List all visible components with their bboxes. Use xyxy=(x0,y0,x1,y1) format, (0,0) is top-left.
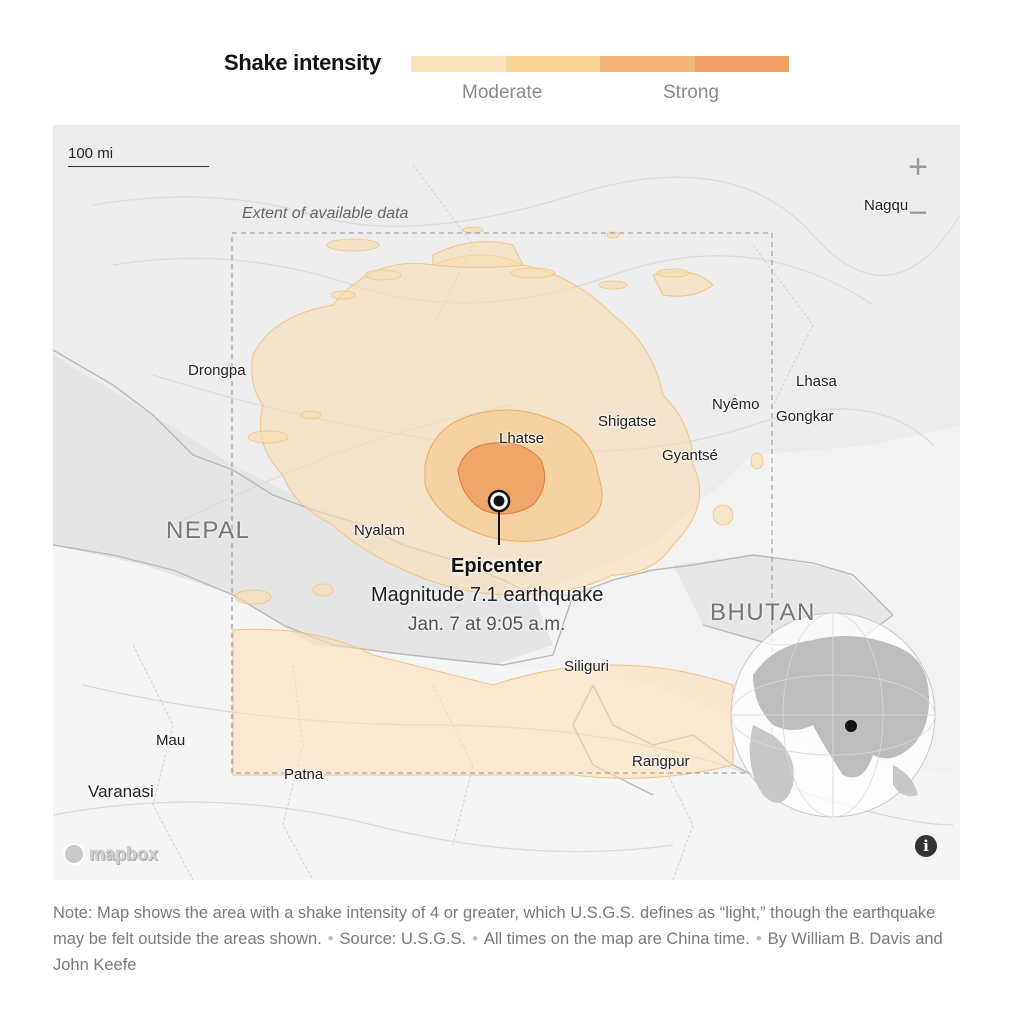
epicenter-magnitude: Magnitude 7.1 earthquake xyxy=(371,584,604,606)
extent-label: Extent of available data xyxy=(242,205,409,222)
place-siliguri: Siliguri xyxy=(564,658,610,675)
nepal-land xyxy=(53,355,553,665)
place-gongkar: Gongkar xyxy=(776,408,834,425)
epicenter-title: Epicenter xyxy=(451,555,543,577)
legend-color-scale xyxy=(411,56,789,72)
country-nepal: NEPAL xyxy=(166,517,251,544)
note-text: Note: Map shows the area with a shake in… xyxy=(53,904,936,948)
place-patna: Patna xyxy=(284,766,324,783)
place-varanasi: Varanasi xyxy=(88,782,154,801)
place-shigatse: Shigatse xyxy=(598,413,657,430)
place-nagqu: Nagqu xyxy=(864,197,909,214)
shake-zone-strong xyxy=(457,442,546,515)
mapbox-logo-icon xyxy=(63,843,85,865)
zoom-controls: + − xyxy=(898,147,938,230)
place-lhatse: Lhatse xyxy=(499,430,545,447)
legend-swatch-3 xyxy=(600,56,695,72)
scale-line xyxy=(68,166,209,167)
zoom-in-button[interactable]: + xyxy=(908,148,928,186)
info-icon[interactable]: i xyxy=(915,835,937,857)
place-gyantse: Gyantsé xyxy=(662,447,718,464)
map-footnote: Note: Map shows the area with a shake in… xyxy=(53,904,943,974)
country-bhutan: BHUTAN xyxy=(710,599,816,626)
zoom-out-button[interactable]: − xyxy=(908,194,928,232)
note-byline: By William B. Davis and John Keefe xyxy=(53,930,943,974)
epicenter-marker xyxy=(487,489,511,545)
scale-bar: 100 mi xyxy=(68,145,209,167)
map-canvas xyxy=(53,125,960,880)
note-times: All times on the map are China time. xyxy=(483,930,750,948)
place-mau: Mau xyxy=(156,732,186,749)
legend-label-strong: Strong xyxy=(663,82,719,103)
shake-intensity-legend: Shake intensity Moderate Strong xyxy=(0,44,1012,114)
place-drongpa: Drongpa xyxy=(188,362,246,379)
data-extent-box xyxy=(231,232,773,774)
shake-zone-scattered xyxy=(234,226,764,605)
epicenter-time: Jan. 7 at 9:05 a.m. xyxy=(408,614,566,635)
mapbox-wordmark: mapbox xyxy=(89,843,159,864)
locator-globe xyxy=(730,612,936,818)
legend-swatch-4 xyxy=(694,56,789,72)
note-source: Source: U.S.G.S. xyxy=(339,930,467,948)
legend-label-moderate: Moderate xyxy=(462,82,543,103)
legend-title: Shake intensity xyxy=(224,50,381,75)
legend-swatch-1 xyxy=(411,56,506,72)
legend-swatch-2 xyxy=(505,56,600,72)
place-rangpur: Rangpur xyxy=(632,753,690,770)
mapbox-attribution[interactable]: mapbox xyxy=(63,843,158,865)
place-lhasa: Lhasa xyxy=(796,373,837,390)
earthquake-map[interactable]: 100 mi + − Extent of available data Nagq… xyxy=(53,125,960,880)
place-nyemo: Nyêmo xyxy=(712,396,760,413)
scale-label: 100 mi xyxy=(68,145,114,162)
place-nyalam: Nyalam xyxy=(354,522,405,539)
